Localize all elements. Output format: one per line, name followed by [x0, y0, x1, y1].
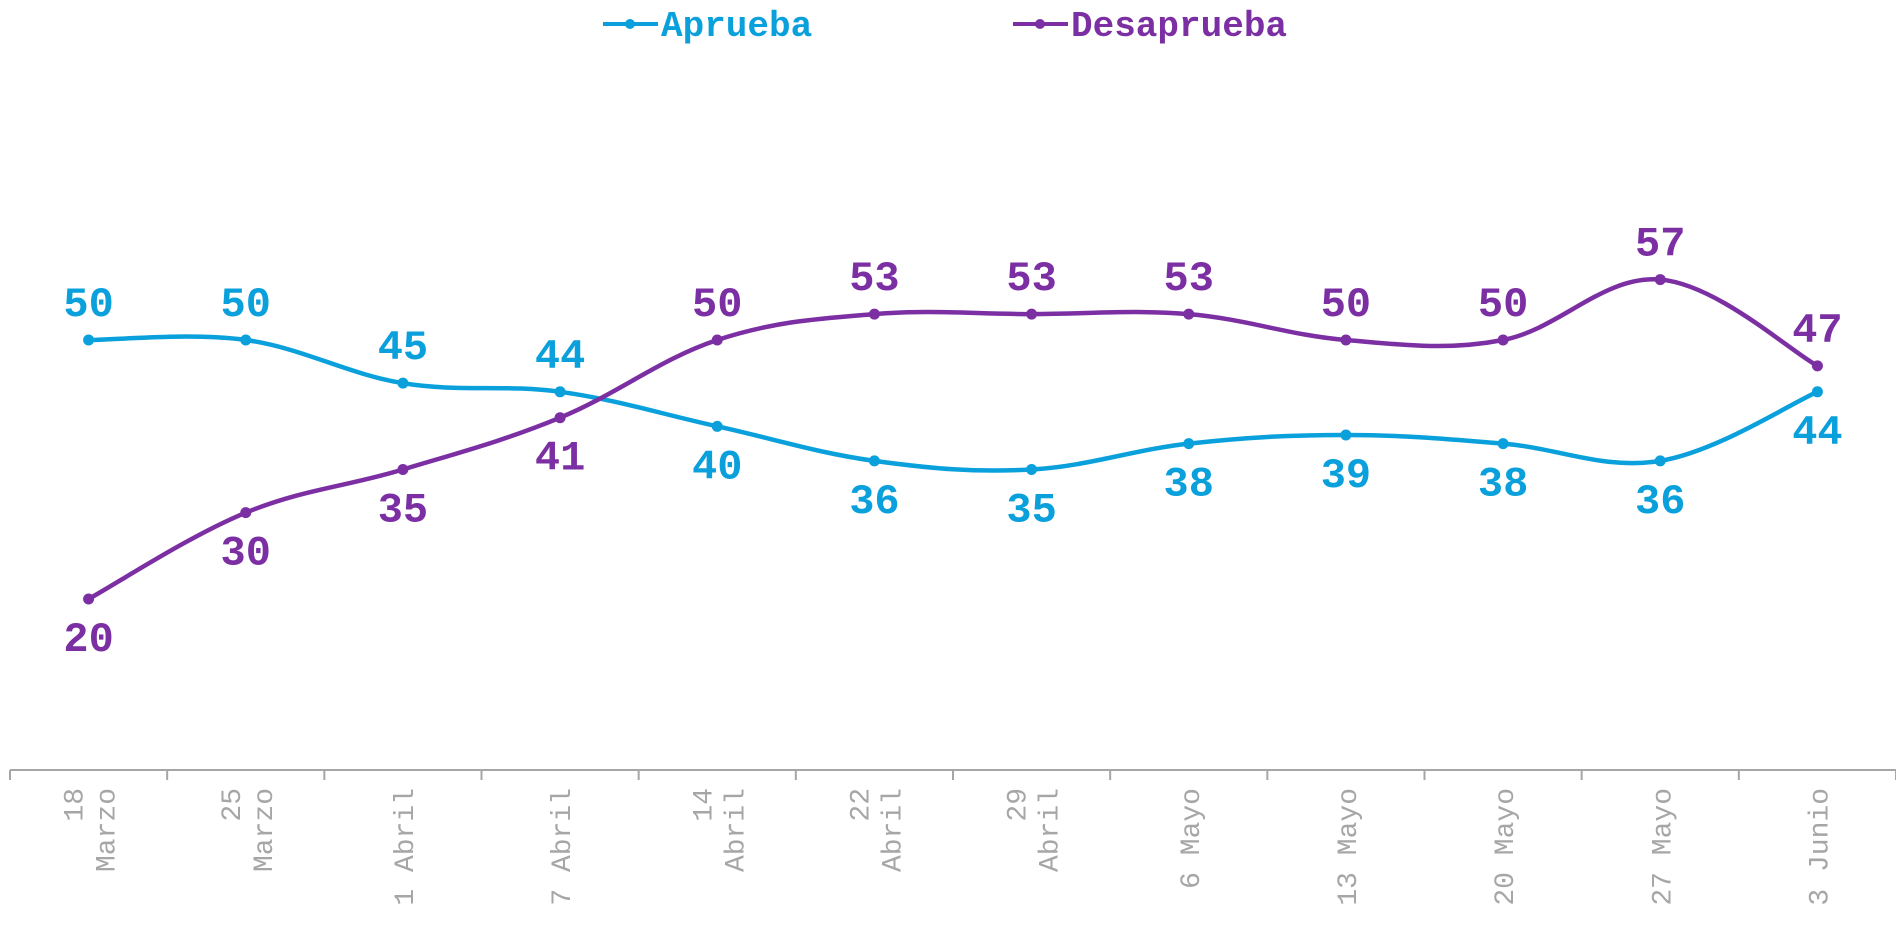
legend: Aprueba Desaprueba	[603, 6, 1287, 47]
data-label-desaprueba: 20	[63, 616, 113, 664]
data-point-aprueba	[1497, 438, 1509, 450]
data-point-desaprueba	[868, 308, 880, 320]
series-layer	[83, 274, 1823, 605]
data-point-desaprueba	[1654, 274, 1666, 286]
data-point-desaprueba	[1497, 334, 1509, 346]
data-label-aprueba: 38	[1478, 461, 1528, 509]
x-tick-label: 22 Abril	[846, 788, 909, 872]
data-label-aprueba: 36	[1635, 478, 1685, 526]
data-point-desaprueba	[1811, 360, 1823, 372]
data-label-aprueba: 39	[1321, 452, 1371, 500]
x-tick-label: 20 Mayo	[1491, 788, 1522, 906]
data-point-desaprueba	[711, 334, 723, 346]
data-point-aprueba	[868, 455, 880, 467]
data-label-aprueba: 50	[63, 281, 113, 329]
data-point-desaprueba	[240, 507, 252, 519]
data-label-aprueba: 45	[378, 324, 428, 372]
data-point-aprueba	[1183, 438, 1195, 450]
legend-marker-desaprueba	[1035, 19, 1045, 29]
data-label-desaprueba: 47	[1792, 307, 1842, 355]
x-tick-label-line: Marzo	[250, 788, 281, 872]
data-label-desaprueba: 41	[535, 435, 585, 483]
x-tick-label-line: 14	[689, 788, 720, 822]
x-tick-label: 3 Junio	[1805, 788, 1836, 906]
x-axis: 18 Marzo 25 Marzo 1 Abril 7 Abril 14 Abril 22 Abr…	[9, 769, 1896, 906]
data-point-aprueba	[83, 334, 95, 346]
data-point-desaprueba	[1183, 308, 1195, 320]
x-tick-label-line: Abril	[878, 788, 909, 872]
data-label-aprueba: 35	[1006, 487, 1056, 535]
x-tick-label-line: 20 Mayo	[1491, 788, 1522, 906]
data-label-aprueba: 44	[535, 333, 585, 381]
data-point-aprueba	[711, 420, 723, 432]
data-point-aprueba	[1654, 455, 1666, 467]
data-label-aprueba: 50	[221, 281, 271, 329]
data-point-desaprueba	[1340, 334, 1352, 346]
data-label-desaprueba: 57	[1635, 221, 1685, 269]
x-tick-label-line: 7 Abril	[548, 788, 579, 906]
x-tick-label: 1 Abril	[391, 788, 422, 906]
x-tick-label-line: 6 Mayo	[1177, 788, 1208, 889]
data-point-aprueba	[1811, 386, 1823, 398]
x-tick-label-line: 1 Abril	[391, 788, 422, 906]
x-tick-label: 13 Mayo	[1334, 788, 1365, 906]
data-label-desaprueba: 35	[378, 487, 428, 535]
x-tick-label: 7 Abril	[548, 788, 579, 906]
data-label-desaprueba: 50	[1321, 281, 1371, 329]
x-tick-label: 18 Marzo	[61, 788, 124, 872]
series-line-aprueba	[86, 334, 1820, 473]
data-label-desaprueba: 50	[692, 281, 742, 329]
x-tick-label-line: 27 Mayo	[1648, 788, 1679, 906]
legend-label-desaprueba: Desaprueba	[1071, 6, 1287, 47]
data-label-aprueba: 38	[1164, 461, 1214, 509]
x-tick-label-line: Abril	[721, 788, 752, 872]
data-label-aprueba: 40	[692, 443, 742, 491]
x-tick-label: 14 Abril	[689, 788, 752, 872]
data-label-desaprueba: 53	[1164, 255, 1214, 303]
x-tick-label: 6 Mayo	[1177, 788, 1208, 889]
data-point-desaprueba	[397, 464, 409, 475]
data-point-desaprueba	[83, 593, 95, 605]
x-tick-label-line: Marzo	[93, 788, 124, 872]
data-point-aprueba	[397, 377, 409, 389]
x-tick-label-line: 18	[61, 788, 92, 822]
legend-label-aprueba: Aprueba	[661, 6, 812, 47]
x-tick-label: 29 Abril	[1004, 788, 1067, 872]
data-point-desaprueba	[1026, 308, 1038, 320]
series-line-desaprueba	[86, 277, 1820, 602]
x-tick-label-line: Abril	[1036, 788, 1067, 872]
x-tick-label-line: 29	[1004, 788, 1035, 822]
data-point-aprueba	[1340, 429, 1352, 441]
data-label-desaprueba: 53	[849, 255, 899, 303]
x-tick-label-line: 3 Junio	[1805, 788, 1836, 906]
x-tick-label-line: 22	[846, 788, 877, 822]
data-label-desaprueba: 30	[221, 530, 271, 578]
data-label-aprueba: 44	[1792, 409, 1842, 457]
data-labels: 50 50 45 44 40 36 35 38 39 38 36 44 20 30 35 41 50 53 53 53…	[63, 221, 1842, 664]
legend-marker-aprueba	[625, 19, 635, 29]
data-label-aprueba: 36	[849, 478, 899, 526]
x-tick-label: 27 Mayo	[1648, 788, 1679, 906]
data-point-aprueba	[554, 386, 566, 398]
data-label-desaprueba: 53	[1006, 255, 1056, 303]
data-point-aprueba	[240, 334, 252, 346]
data-point-desaprueba	[554, 412, 566, 424]
data-point-aprueba	[1026, 464, 1038, 475]
x-tick-label-line: 25	[218, 788, 249, 822]
x-tick-label: 25 Marzo	[218, 788, 281, 872]
data-label-desaprueba: 50	[1478, 281, 1528, 329]
x-tick-label-line: 13 Mayo	[1334, 788, 1365, 906]
